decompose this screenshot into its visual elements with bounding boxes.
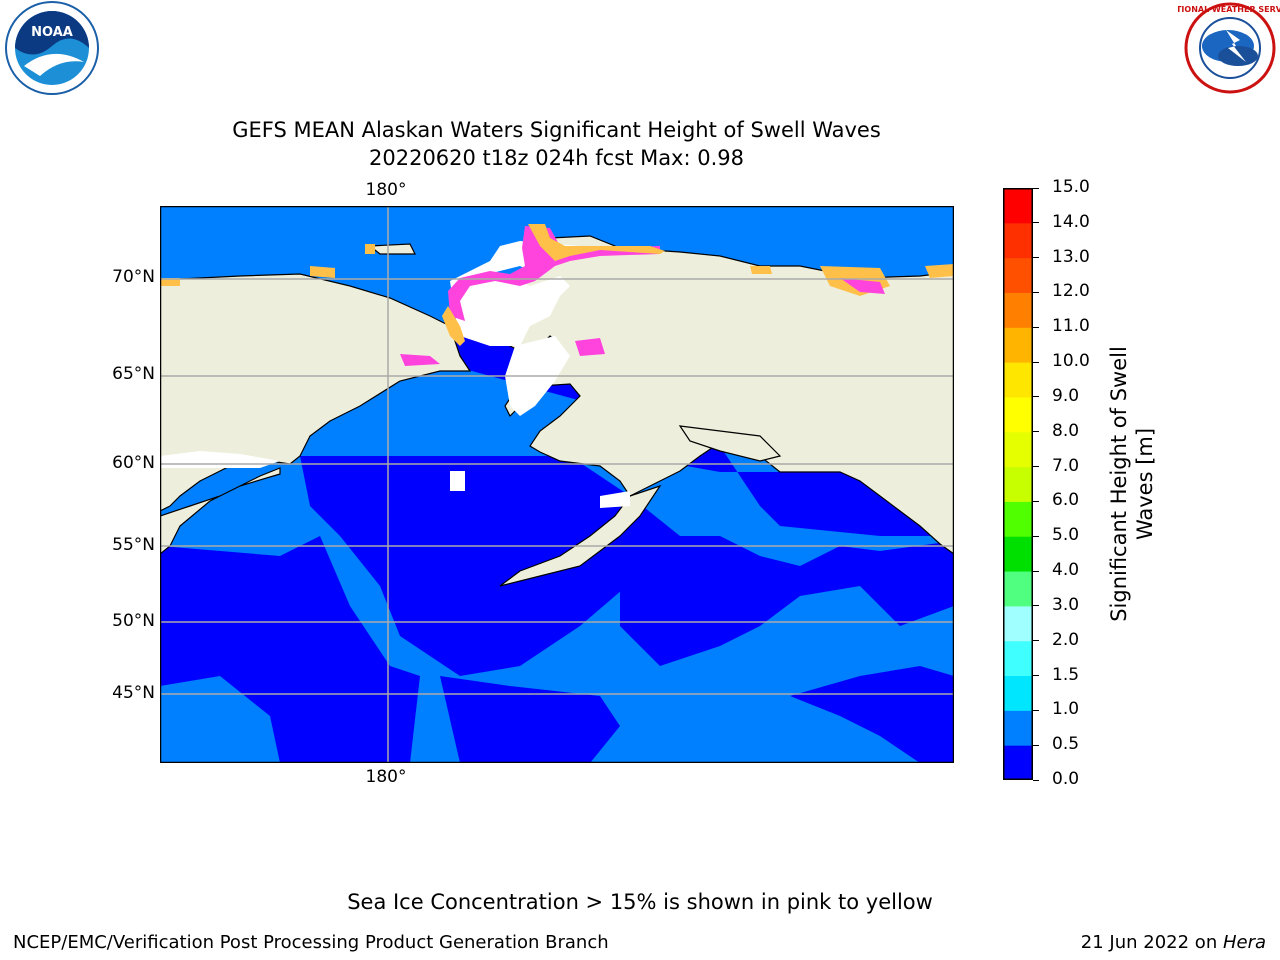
colorbar-segment: [1003, 431, 1033, 468]
colorbar-tick-mark: [1033, 570, 1039, 572]
colorbar-tick-mark: [1033, 500, 1039, 502]
noaa-logo: NOAA: [0, 0, 104, 100]
colorbar-segment: [1003, 640, 1033, 677]
colorbar-tick-label: 12.0: [1052, 281, 1090, 302]
colorbar-tick-label: 11.0: [1052, 316, 1090, 337]
colorbar: [1003, 188, 1033, 781]
colorbar-segment: [1003, 362, 1033, 398]
footer-date: 21 Jun 2022 on Hera: [1081, 932, 1266, 953]
colorbar-label: Significant Height of Swell Waves [m]: [1102, 332, 1162, 636]
colorbar-tick-mark: [1033, 605, 1039, 607]
colorbar-tick-mark: [1033, 187, 1039, 189]
colorbar-tick-mark: [1033, 675, 1039, 677]
colorbar-tick-mark: [1033, 326, 1039, 328]
lon-label-bottom: 180°: [365, 767, 407, 787]
colorbar-tick-label: 10.0: [1052, 351, 1090, 372]
colorbar-tick-label: 3.0: [1052, 594, 1080, 615]
colorbar-tick-label: 14.0: [1052, 211, 1090, 232]
footer-branch: NCEP/EMC/Verification Post Processing Pr…: [13, 932, 609, 953]
colorbar-tick-label: 1.0: [1052, 699, 1080, 720]
colorbar-segment: [1003, 675, 1033, 711]
colorbar-segment: [1003, 466, 1033, 502]
colorbar-segment: [1003, 292, 1033, 328]
lon-label-top: 180°: [365, 180, 407, 200]
lat-label-70: 70°N: [112, 267, 155, 287]
land-areas: [159, 235, 955, 587]
colorbar-label-line2: Waves [m]: [1133, 427, 1157, 541]
colorbar-segment: [1003, 222, 1033, 259]
colorbar-tick-label: 6.0: [1052, 490, 1080, 511]
sea-ice-caption: Sea Ice Concentration > 15% is shown in …: [347, 890, 933, 914]
lat-label-65: 65°N: [112, 364, 155, 384]
colorbar-tick-label: 7.0: [1052, 455, 1080, 476]
colorbar-tick-mark: [1033, 535, 1039, 537]
footer-host: Hera: [1222, 932, 1266, 953]
colorbar-tick-label: 0.5: [1052, 734, 1080, 755]
noaa-logo-text: NOAA: [31, 25, 73, 40]
colorbar-segment: [1003, 327, 1033, 363]
colorbar-tick-mark: [1033, 361, 1039, 363]
colorbar-tick-mark: [1033, 744, 1039, 746]
colorbar-tick-mark: [1033, 222, 1039, 224]
nws-logo-text: NATIONAL WEATHER SERVICE: [1178, 5, 1280, 14]
colorbar-tick-label: 4.0: [1052, 560, 1080, 581]
colorbar-tick-label: 2.0: [1052, 629, 1080, 650]
colorbar-tick-mark: [1033, 257, 1039, 259]
colorbar-segment: [1003, 396, 1033, 433]
colorbar-tick-mark: [1033, 431, 1039, 433]
colorbar-segment: [1003, 710, 1033, 746]
colorbar-tick-label: 8.0: [1052, 420, 1080, 441]
chart-subtitle: 20220620 t18z 024h fcst Max: 0.98: [369, 146, 744, 170]
lat-label-45: 45°N: [112, 683, 155, 703]
map-svg: [159, 205, 955, 764]
colorbar-border: [1003, 188, 1033, 780]
colorbar-tick-label: 1.5: [1052, 664, 1080, 685]
colorbar-segment: [1003, 536, 1033, 572]
colorbar-segment: [1003, 745, 1033, 781]
chart-title: GEFS MEAN Alaskan Waters Significant Hei…: [232, 118, 881, 142]
colorbar-tick-mark: [1033, 640, 1039, 642]
colorbar-tick-mark: [1033, 709, 1039, 711]
lat-label-50: 50°N: [112, 611, 155, 631]
colorbar-tick-mark: [1033, 466, 1039, 468]
colorbar-segment: [1003, 188, 1033, 224]
lat-label-60: 60°N: [112, 453, 155, 473]
colorbar-tick-label: 5.0: [1052, 525, 1080, 546]
nws-logo: NATIONAL WEATHER SERVICE: [1164, 0, 1280, 98]
map-panel: [159, 205, 955, 764]
colorbar-tick-mark: [1033, 396, 1039, 398]
lat-label-55: 55°N: [112, 535, 155, 555]
colorbar-tick-label: 9.0: [1052, 385, 1080, 406]
colorbar-tick-mark: [1033, 291, 1039, 293]
colorbar-tick-label: 0.0: [1052, 769, 1080, 789]
colorbar-label-line1: Significant Height of Swell: [1107, 346, 1131, 622]
colorbar-svg: [1003, 188, 1033, 781]
colorbar-segment: [1003, 501, 1033, 537]
colorbar-tick-label: 15.0: [1052, 177, 1090, 197]
graticule: [160, 206, 954, 763]
colorbar-segment: [1003, 571, 1033, 607]
footer-date-text: 21 Jun 2022 on: [1080, 932, 1223, 953]
colorbar-tick-mark: [1033, 779, 1039, 781]
colorbar-segment: [1003, 257, 1033, 293]
colorbar-segment: [1003, 605, 1033, 642]
colorbar-tick-label: 13.0: [1052, 246, 1090, 267]
